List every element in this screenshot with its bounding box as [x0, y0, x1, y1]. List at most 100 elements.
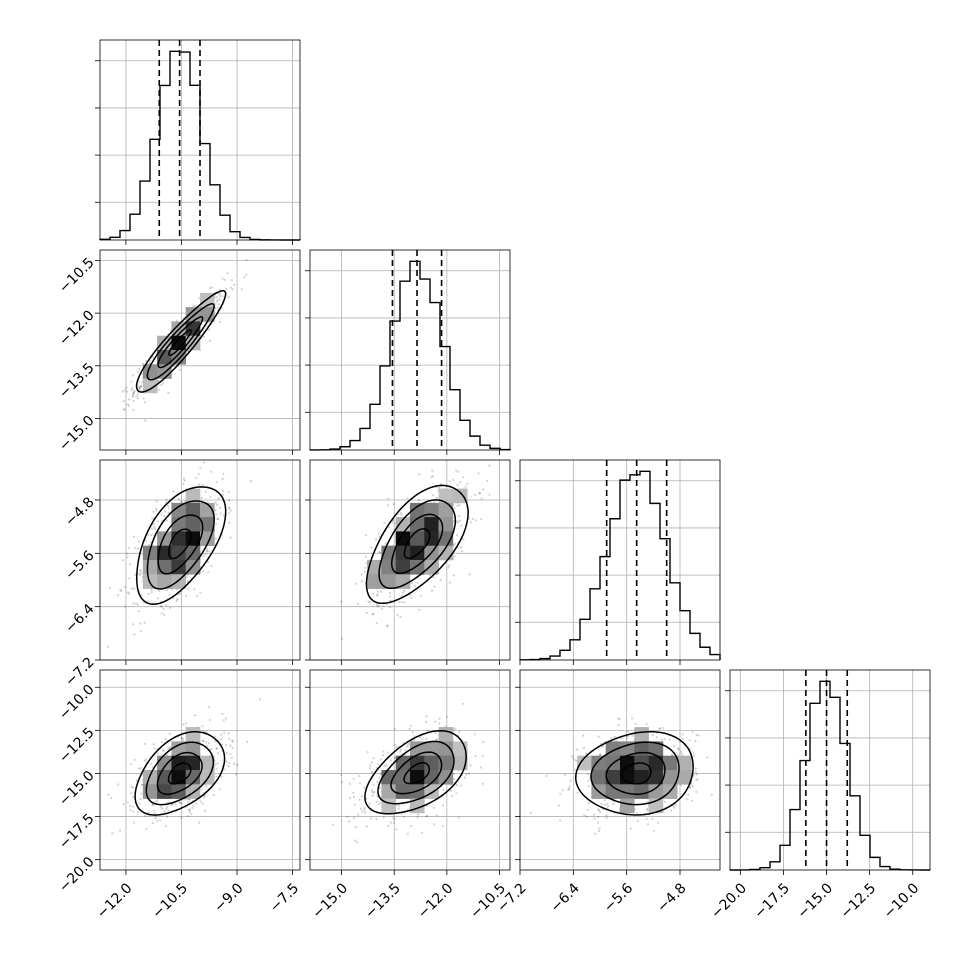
sample-point	[567, 788, 570, 791]
density-cell	[200, 307, 215, 322]
sample-point	[352, 816, 355, 820]
sample-point	[204, 490, 207, 493]
sample-point	[201, 483, 204, 486]
sample-point	[218, 297, 221, 301]
sample-point	[382, 605, 385, 608]
sample-point	[377, 762, 380, 766]
sample-point	[166, 805, 169, 808]
sample-point	[139, 622, 142, 625]
sample-point	[155, 819, 159, 822]
sample-point	[143, 621, 146, 624]
sample-point	[391, 521, 394, 524]
sample-point	[651, 734, 655, 737]
sample-point	[414, 585, 417, 588]
sample-point	[403, 601, 406, 604]
sample-point	[221, 493, 224, 496]
sample-point	[688, 786, 692, 789]
sample-point	[694, 770, 697, 774]
sample-point	[403, 589, 406, 592]
sample-point	[179, 592, 182, 596]
panel-frame	[99, 39, 301, 241]
density-cell	[157, 574, 172, 589]
sample-point	[372, 783, 375, 786]
sample-point	[201, 802, 204, 805]
sample-point	[199, 591, 202, 594]
sample-point	[617, 724, 620, 727]
histogram-2	[519, 470, 721, 661]
sample-point	[156, 520, 160, 523]
contour-level-2	[590, 741, 680, 806]
sample-point	[200, 788, 203, 791]
sample-point	[410, 824, 413, 828]
sample-point	[576, 791, 579, 794]
sample-point	[376, 593, 379, 596]
sample-point	[214, 509, 217, 512]
density-cell	[424, 560, 439, 575]
sample-point	[434, 732, 437, 735]
sample-point	[603, 803, 607, 806]
sample-point	[458, 730, 461, 734]
sample-point	[599, 753, 602, 756]
density-cell	[410, 784, 425, 799]
sample-point	[193, 714, 197, 717]
sample-point	[133, 758, 136, 761]
sample-point	[488, 464, 491, 467]
sample-point	[215, 768, 218, 771]
sample-point	[140, 792, 143, 795]
sample-point	[205, 785, 208, 788]
sample-point	[629, 827, 632, 830]
sample-point	[453, 507, 456, 510]
sample-point	[481, 782, 484, 785]
sample-point	[376, 603, 379, 606]
sample-point	[195, 476, 198, 479]
sample-point	[488, 493, 491, 496]
sample-point	[437, 486, 440, 490]
sample-point	[168, 593, 171, 596]
sample-point	[662, 727, 665, 730]
sample-point	[182, 723, 185, 726]
contour-level-3	[135, 486, 227, 606]
sample-point	[230, 756, 233, 759]
panel-2-2	[515, 459, 721, 665]
sample-point	[597, 735, 600, 738]
x-tick-label: −12.0	[94, 880, 136, 922]
sample-point	[236, 763, 239, 767]
sample-point	[692, 774, 695, 777]
sample-point	[409, 724, 412, 727]
sample-point	[227, 491, 230, 494]
sample-point	[572, 757, 575, 760]
sample-point	[479, 492, 482, 495]
sample-point	[225, 752, 228, 755]
sample-point	[161, 807, 164, 810]
sample-point	[130, 387, 134, 390]
sample-point	[387, 497, 390, 500]
panel-frame	[99, 249, 301, 451]
sample-point	[132, 392, 135, 395]
sample-point	[375, 621, 378, 625]
sample-point	[160, 384, 163, 387]
sample-point	[133, 535, 136, 539]
sample-point	[178, 801, 181, 804]
sample-point	[129, 809, 132, 812]
sample-point	[129, 792, 133, 795]
sample-point	[454, 727, 457, 730]
sample-point	[143, 401, 146, 404]
sample-point	[586, 808, 590, 811]
sample-point	[130, 786, 133, 789]
sample-point	[393, 727, 396, 731]
sample-point	[225, 743, 228, 747]
sample-point	[158, 590, 161, 593]
sample-point	[584, 752, 588, 755]
sample-point	[393, 817, 396, 821]
sample-point	[143, 759, 146, 762]
sample-point	[208, 339, 211, 343]
sample-point	[681, 733, 684, 736]
sample-point	[125, 386, 128, 389]
sample-point	[358, 798, 361, 801]
sample-point	[432, 806, 436, 809]
contour-level-2	[146, 500, 215, 590]
sample-point	[217, 497, 220, 500]
panel-3-3: −20.0 −17.5 −15.0 −12.5 −10.0	[708, 669, 931, 922]
contour-level-2	[377, 740, 455, 805]
